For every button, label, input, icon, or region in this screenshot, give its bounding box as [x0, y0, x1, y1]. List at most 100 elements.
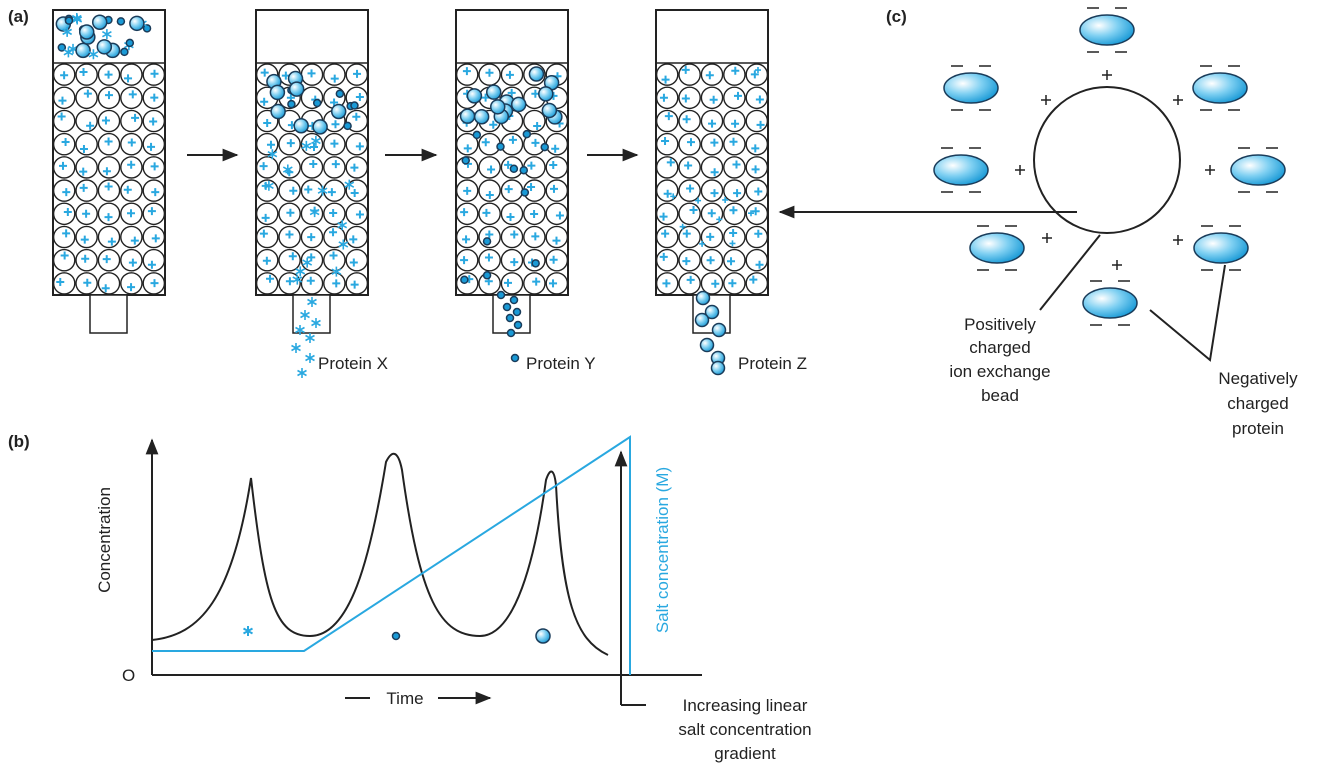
dot [336, 90, 343, 97]
resin-bead [121, 87, 142, 108]
dot [520, 167, 527, 174]
resin-bead [679, 134, 700, 155]
resin-bead [98, 250, 119, 271]
protein-label: Protein X [318, 354, 388, 373]
dot [541, 144, 548, 151]
elution-curve [152, 454, 608, 655]
resin-bead [346, 250, 367, 271]
dot [523, 131, 530, 138]
plus [1015, 165, 1025, 175]
protein [944, 73, 998, 103]
protein [1231, 155, 1285, 185]
protein [970, 233, 1024, 263]
star [298, 368, 307, 378]
ion-exchange-bead [1034, 87, 1180, 233]
protein-label: charged [1227, 394, 1288, 413]
ball [529, 67, 543, 81]
resin-bead [501, 226, 522, 247]
dot [515, 322, 522, 329]
resin-bead [724, 87, 745, 108]
ball [270, 85, 284, 99]
resin-bead [324, 180, 345, 201]
dot [511, 297, 518, 304]
resin-bead [143, 180, 164, 201]
dot [504, 304, 511, 311]
resin-bead [257, 203, 278, 224]
protein [1194, 233, 1248, 263]
plus [1205, 165, 1215, 175]
resin-bead [121, 110, 142, 131]
resin-bead [76, 134, 97, 155]
resin-bead [501, 203, 522, 224]
resin-bead [479, 157, 500, 178]
resin-bead [546, 157, 567, 178]
panel-label: (b) [8, 432, 30, 451]
dot [510, 165, 517, 172]
resin-bead [679, 64, 700, 85]
resin-bead [143, 250, 164, 271]
column [456, 10, 568, 362]
resin-bead [524, 273, 545, 294]
dot [514, 309, 521, 316]
plus [1102, 70, 1112, 80]
resin-bead [746, 226, 767, 247]
ball [290, 82, 304, 96]
resin-bead [657, 64, 678, 85]
resin-bead [76, 157, 97, 178]
dot [498, 292, 505, 299]
dot [484, 272, 491, 279]
ball [332, 104, 346, 118]
resin-bead [501, 250, 522, 271]
dot [288, 101, 295, 108]
ball [697, 292, 710, 305]
plus [1042, 233, 1052, 243]
resin-bead [724, 250, 745, 271]
ball [487, 85, 501, 99]
resin-bead [701, 87, 722, 108]
dot [65, 17, 72, 24]
resin-bead [346, 273, 367, 294]
panel-label: (c) [886, 7, 907, 26]
protein [1083, 288, 1137, 318]
ball [467, 89, 481, 103]
resin-bead [724, 226, 745, 247]
outlet [90, 295, 127, 333]
resin-bead [121, 64, 142, 85]
star-marker [244, 626, 253, 636]
dot [521, 189, 528, 196]
dot [473, 131, 480, 138]
protein-label: Protein Y [526, 354, 596, 373]
origin-label: O [122, 666, 135, 685]
ball [313, 120, 327, 134]
star [306, 353, 315, 363]
ball [76, 43, 90, 57]
x-axis-label: Time [386, 689, 423, 708]
resin-bead [324, 157, 345, 178]
resin-bead [457, 203, 478, 224]
resin-bead [121, 250, 142, 271]
resin-bead [657, 226, 678, 247]
y-axis-label: Concentration [95, 487, 114, 593]
resin-bead [546, 134, 567, 155]
ball [512, 97, 526, 111]
dot [512, 355, 519, 362]
bead-label: Positively [964, 315, 1036, 334]
ball-marker [536, 629, 550, 643]
resin-bead [724, 180, 745, 201]
resin-bead [76, 180, 97, 201]
resin-bead [346, 226, 367, 247]
resin-bead [746, 273, 767, 294]
resin-bead [657, 110, 678, 131]
resin-bead [301, 273, 322, 294]
resin-bead [257, 180, 278, 201]
ball [294, 119, 308, 133]
ball [130, 16, 144, 30]
resin-bead [76, 226, 97, 247]
resin-bead [346, 134, 367, 155]
salt-axis-label: Salt concentration (M) [653, 467, 672, 633]
protein [1080, 15, 1134, 45]
resin-bead [657, 203, 678, 224]
resin-bead [301, 157, 322, 178]
gradient-label: salt concentration [678, 720, 811, 739]
resin-bead [76, 87, 97, 108]
